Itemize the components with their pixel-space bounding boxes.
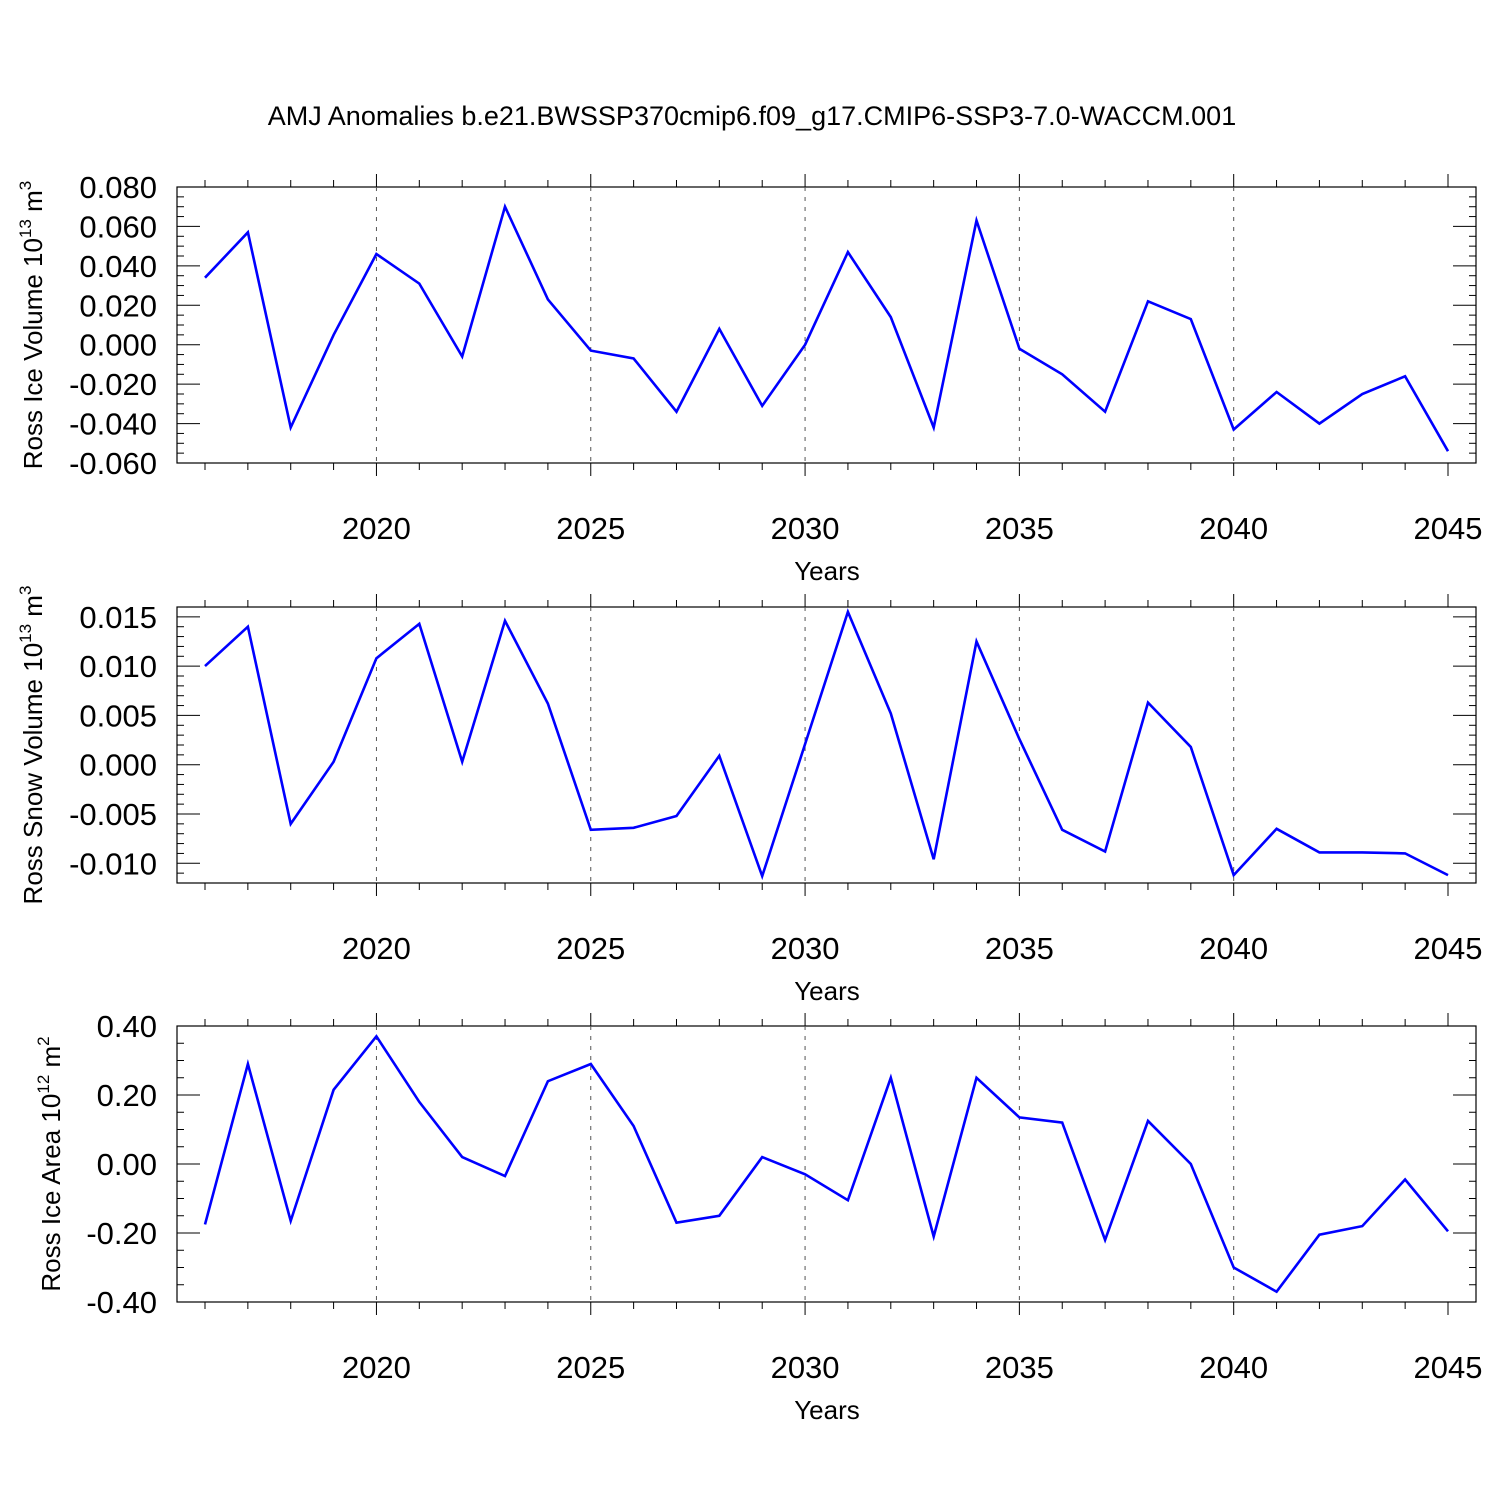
series-line <box>204 202 1450 452</box>
y-tick-label: -0.20 <box>86 1216 157 1251</box>
x-axis-label: Years <box>794 976 860 1006</box>
y-tick-label: -0.010 <box>69 846 157 881</box>
x-tick-label: 2030 <box>771 511 840 546</box>
y-tick-label: 0.40 <box>97 1009 157 1044</box>
y-tick-label: 0.020 <box>79 288 157 323</box>
x-tick-label: 2025 <box>556 931 625 966</box>
chart-title: AMJ Anomalies b.e21.BWSSP370cmip6.f09_g1… <box>268 101 1236 131</box>
y-tick-label: -0.020 <box>69 367 157 402</box>
y-tick-label: 0.00 <box>97 1147 157 1182</box>
x-tick-label: 2035 <box>985 931 1054 966</box>
y-tick-label: -0.060 <box>69 446 157 481</box>
plot-frame <box>176 606 1477 884</box>
panels: 2020 2025 2030 2035 2040 2045 Years 0.080 0.060 0… <box>16 170 1482 1425</box>
x-tick-label: 2035 <box>985 511 1054 546</box>
y-tick-label: -0.40 <box>86 1285 157 1320</box>
x-tick-label: 2030 <box>771 931 840 966</box>
x-tick-label: 2040 <box>1199 1350 1268 1385</box>
y-tick-label: 0.20 <box>97 1078 157 1113</box>
y-tick-label: 0.015 <box>79 600 157 635</box>
y-axis-label: Ross Ice Area 1012 m2 <box>34 1036 66 1291</box>
x-tick-label: 2020 <box>342 1350 411 1385</box>
x-tick-label: 2040 <box>1199 511 1268 546</box>
series-line <box>204 608 1449 881</box>
y-axis-label: Ross Ice Volume 1013 m3 <box>16 181 48 470</box>
x-tick-label: 2035 <box>985 1350 1054 1385</box>
x-tick-label: 2045 <box>1414 1350 1483 1385</box>
plot-frame <box>176 186 1477 464</box>
panel-1: 2020 2025 2030 2035 2040 2045 Years 0.080 0.060 0… <box>16 170 1482 586</box>
y-tick-label: 0.000 <box>79 748 157 783</box>
y-tick-label: 0.060 <box>79 209 157 244</box>
x-tick-label: 2045 <box>1414 511 1483 546</box>
y-tick-label: 0.005 <box>79 698 157 733</box>
x-tick-label: 2025 <box>556 511 625 546</box>
y-tick-label: -0.005 <box>69 797 157 832</box>
panel-2: 2020 2025 2030 2035 2040 2045 Years 0.015 0.010 0… <box>16 586 1482 1006</box>
x-axis-label: Years <box>794 1395 860 1425</box>
x-tick-label: 2040 <box>1199 931 1268 966</box>
x-tick-label: 2025 <box>556 1350 625 1385</box>
y-axis-label: Ross Snow Volume 1013 m3 <box>16 586 48 905</box>
y-tick-label: -0.040 <box>69 407 157 442</box>
plot-frame <box>176 1025 1477 1303</box>
x-tick-label: 2030 <box>771 1350 840 1385</box>
series-line <box>203 1034 1450 1294</box>
y-tick-label: 0.010 <box>79 649 157 684</box>
y-tick-label: 0.040 <box>79 249 157 284</box>
panel-3: 2020 2025 2030 2035 2040 2045 Years 0.40 0.20 0.0… <box>34 1009 1482 1425</box>
x-tick-label: 2045 <box>1414 931 1483 966</box>
x-tick-label: 2020 <box>342 511 411 546</box>
y-tick-label: 0.000 <box>79 328 157 363</box>
y-tick-label: 0.080 <box>79 170 157 205</box>
x-axis-label: Years <box>794 556 860 586</box>
x-tick-label: 2020 <box>342 931 411 966</box>
